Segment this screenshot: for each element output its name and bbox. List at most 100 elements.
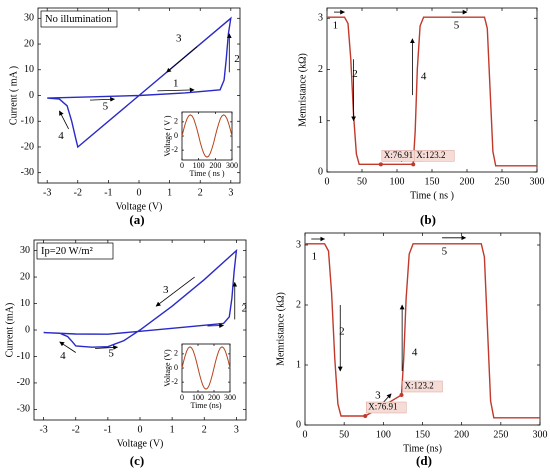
annotation: 4 bbox=[58, 130, 64, 142]
y-tick-label: 30 bbox=[20, 245, 30, 256]
data-line bbox=[327, 16, 537, 167]
datatip-label: X:123.2 bbox=[416, 150, 445, 160]
x-tick-label: -3 bbox=[39, 424, 47, 435]
y-tick-label: 0 bbox=[29, 90, 34, 101]
y-axis-label: Voltage (V) bbox=[163, 349, 172, 387]
annotation: 3 bbox=[176, 32, 182, 44]
annotation: 5 bbox=[108, 347, 114, 359]
plot-frame bbox=[304, 232, 541, 426]
datatip-box bbox=[413, 150, 455, 162]
x-axis-label: Voltage (V) bbox=[116, 201, 163, 212]
annotation: 4 bbox=[412, 347, 418, 359]
annotation-arrow bbox=[59, 341, 76, 353]
annotation: 2 bbox=[234, 53, 240, 65]
plot-frame bbox=[326, 7, 538, 173]
y-tick-label: 0 bbox=[318, 166, 323, 177]
y-tick-label: 2 bbox=[296, 299, 301, 310]
x-tick-label: 300 bbox=[533, 429, 548, 440]
annotation-arrow bbox=[157, 87, 195, 93]
x-tick-label: 200 bbox=[460, 176, 475, 187]
datatip-marker bbox=[411, 162, 416, 167]
x-tick-label: 0 bbox=[325, 176, 330, 187]
x-tick-label: 100 bbox=[390, 176, 405, 187]
annotation: 1 bbox=[333, 19, 339, 31]
x-tick-label: 300 bbox=[224, 393, 236, 402]
x-axis-label: Voltage (V) bbox=[117, 438, 164, 449]
y-tick-label: 0 bbox=[25, 324, 30, 335]
x-tick-label: 150 bbox=[415, 429, 430, 440]
y-tick-label: 1 bbox=[296, 359, 301, 370]
annotation-arrow bbox=[90, 96, 115, 102]
chart: 0 50 100 150 200 250 300 0 1 2 3 Time ( ns ) Memrist… bbox=[297, 7, 545, 227]
x-tick-label: 0 bbox=[138, 424, 143, 435]
y-axis-label: Voltage ( V ) bbox=[163, 115, 172, 156]
x-axis-label: Time ( ns ) bbox=[410, 190, 454, 201]
annotation-arrow bbox=[166, 46, 198, 73]
x-tick-label: 0 bbox=[180, 161, 184, 170]
label-box bbox=[36, 242, 114, 260]
x-tick-label: 200 bbox=[208, 393, 220, 402]
y-tick-label: -20 bbox=[21, 141, 34, 152]
y-tick-label: -30 bbox=[21, 167, 34, 178]
panel-label: (d) bbox=[416, 453, 432, 468]
y-tick-label: 2 bbox=[174, 349, 178, 358]
x-tick-label: -2 bbox=[74, 187, 82, 198]
data-line bbox=[181, 346, 231, 390]
y-tick-label: 10 bbox=[24, 64, 34, 75]
panel-label: (c) bbox=[130, 453, 144, 468]
x-axis-label: Time (ns) bbox=[403, 443, 442, 454]
x-tick-label: 3 bbox=[228, 187, 233, 198]
x-tick-label: 100 bbox=[376, 429, 391, 440]
data-line bbox=[43, 248, 238, 348]
y-axis-label: Current ( mA ) bbox=[8, 66, 19, 125]
datatip-box bbox=[402, 380, 443, 393]
x-tick-label: 1 bbox=[167, 187, 172, 198]
panel-label: (b) bbox=[420, 212, 436, 227]
x-tick-label: -3 bbox=[43, 187, 51, 198]
x-tick-label: 250 bbox=[493, 429, 508, 440]
label-box bbox=[40, 10, 118, 28]
y-tick-label: -10 bbox=[21, 116, 34, 127]
x-tick-label: 300 bbox=[530, 176, 545, 187]
annotation: 2 bbox=[242, 302, 248, 314]
x-tick-label: 3 bbox=[234, 424, 239, 435]
y-tick-label: -10 bbox=[17, 351, 30, 362]
x-tick-label: 150 bbox=[425, 176, 440, 187]
y-tick-label: 10 bbox=[20, 298, 30, 309]
y-tick-label: -20 bbox=[17, 377, 30, 388]
x-tick-label: 50 bbox=[357, 176, 367, 187]
y-axis-label: Current (mA) bbox=[4, 303, 15, 358]
x-tick-label: -1 bbox=[104, 187, 112, 198]
x-tick-label: 100 bbox=[192, 393, 204, 402]
chart: 0 50 100 150 200 250 300 0 1 2 3 Time (ns) Memristan… bbox=[275, 232, 548, 468]
x-tick-label: 300 bbox=[226, 161, 238, 170]
x-tick-label: 0 bbox=[180, 393, 184, 402]
plot-frame bbox=[181, 343, 231, 393]
y-tick-label: -2 bbox=[171, 145, 178, 154]
data-line bbox=[305, 243, 540, 419]
label-box-text: Ip=20 W/m² bbox=[41, 246, 93, 257]
y-tick-label: 1 bbox=[318, 115, 323, 126]
y-tick-label: 20 bbox=[24, 38, 34, 49]
annotation: 3 bbox=[163, 284, 169, 296]
annotation: 4 bbox=[421, 71, 427, 83]
panel-label: (a) bbox=[129, 212, 144, 227]
x-tick-label: 250 bbox=[495, 176, 510, 187]
x-tick-label: 0 bbox=[303, 429, 308, 440]
y-tick-label: 2 bbox=[318, 64, 323, 75]
y-tick-label: 3 bbox=[296, 239, 301, 250]
y-tick-label: -30 bbox=[17, 404, 30, 415]
annotation: 2 bbox=[339, 326, 345, 338]
x-axis-label: Time ( ns ) bbox=[189, 169, 224, 178]
y-tick-label: 0 bbox=[296, 419, 301, 430]
datatip-box bbox=[365, 401, 407, 414]
annotation: 5 bbox=[103, 101, 109, 113]
annotation: 4 bbox=[60, 350, 66, 362]
y-tick-label: -2 bbox=[171, 377, 178, 386]
data-line bbox=[181, 114, 233, 158]
x-tick-label: 50 bbox=[339, 429, 349, 440]
annotation-arrow bbox=[207, 323, 224, 329]
